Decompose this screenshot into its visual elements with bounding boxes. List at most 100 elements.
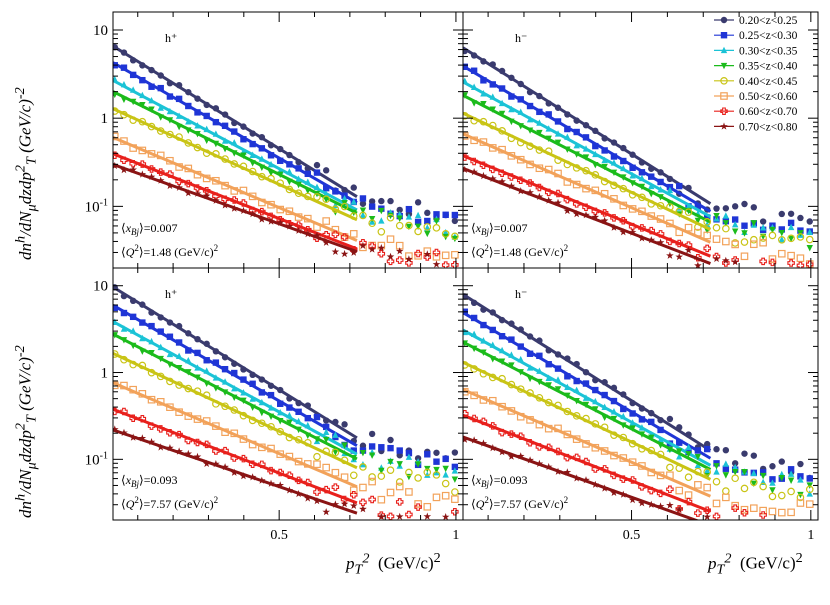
panel-hadron-label: h⁺ — [165, 287, 177, 301]
data-point — [451, 495, 459, 503]
fit-line — [113, 381, 358, 489]
data-point — [731, 474, 739, 483]
data-point — [684, 473, 693, 482]
data-point — [396, 215, 403, 222]
data-point — [703, 512, 711, 520]
data-point — [414, 249, 422, 258]
data-point — [332, 449, 339, 456]
y-tick-label: 1 — [101, 111, 109, 127]
q2-annotation: ⟨Q2⟩=1.48 (GeV/c)2 — [121, 243, 218, 259]
data-point — [778, 226, 785, 233]
data-point — [759, 469, 767, 476]
data-point — [600, 216, 609, 224]
data-point — [731, 463, 739, 471]
data-point — [378, 444, 385, 451]
data-point — [349, 471, 358, 480]
data-point — [157, 104, 164, 111]
data-point — [638, 499, 646, 507]
data-point — [750, 235, 758, 244]
data-point — [694, 453, 702, 461]
data-point — [368, 198, 376, 205]
panel-plot-area — [463, 46, 814, 268]
data-point — [620, 405, 627, 413]
data-point — [414, 252, 422, 260]
data-point — [722, 237, 730, 246]
data-point — [414, 474, 422, 482]
data-point — [712, 512, 721, 520]
xbj-annotation: ⟨xBj⟩=0.007 — [471, 221, 527, 237]
data-point — [322, 463, 330, 472]
data-point — [322, 195, 330, 204]
data-point — [451, 476, 459, 483]
data-point — [202, 191, 211, 200]
data-point — [359, 207, 367, 214]
data-point — [395, 478, 404, 486]
legend-marker — [720, 92, 728, 100]
data-point — [359, 442, 367, 449]
data-point — [442, 465, 449, 473]
panel-1: 10-1 1 10 h⁺ ⟨xBj⟩=0.007 ⟨Q2⟩=1.48 (GeV/c)2 — [85, 11, 464, 269]
data-point — [350, 447, 357, 454]
fit-line — [113, 303, 358, 448]
data-point — [713, 463, 720, 470]
fit-line — [113, 61, 358, 204]
data-point — [368, 203, 376, 210]
data-point — [313, 231, 321, 239]
data-point — [628, 495, 637, 504]
fit-line — [113, 44, 358, 198]
data-point — [405, 255, 413, 263]
data-point — [703, 467, 711, 474]
data-point — [322, 238, 330, 246]
legend-marker — [720, 107, 728, 115]
data-point — [377, 512, 386, 520]
panel-2: h⁻ ⟨xBj⟩=0.007 ⟨Q2⟩=1.48 (GeV/c)2 — [462, 11, 819, 269]
data-point — [249, 380, 256, 387]
x-tick-label: 0.5 — [623, 528, 641, 543]
data-point — [368, 245, 376, 253]
data-point — [787, 223, 795, 231]
panel-hadron-label: h⁻ — [515, 31, 527, 45]
data-point — [712, 235, 721, 243]
data-point — [787, 251, 795, 260]
data-point — [741, 222, 748, 229]
data-point — [193, 452, 202, 460]
data-point — [368, 473, 376, 481]
data-point — [441, 261, 450, 268]
data-point — [414, 461, 422, 468]
data-point — [769, 476, 776, 483]
data-point — [656, 502, 665, 510]
data-point — [322, 508, 330, 516]
data-point — [731, 220, 739, 228]
data-point — [703, 445, 711, 453]
data-point — [441, 251, 450, 260]
data-point — [212, 359, 220, 366]
data-point — [778, 458, 785, 465]
data-point — [387, 458, 394, 466]
data-point — [405, 223, 413, 231]
data-point — [768, 255, 777, 263]
data-point — [377, 472, 386, 480]
data-point — [713, 468, 720, 475]
data-point — [713, 205, 720, 212]
data-point — [768, 231, 777, 240]
data-point — [759, 257, 767, 266]
x-tick-label: 1 — [807, 528, 814, 543]
data-point — [722, 460, 730, 467]
data-point — [750, 204, 758, 211]
fit-line — [113, 163, 358, 254]
data-point — [414, 211, 422, 219]
panel-plot-area — [113, 44, 459, 268]
data-point — [185, 347, 192, 354]
data-point — [231, 369, 238, 377]
data-point — [722, 465, 730, 472]
data-point — [387, 197, 394, 205]
data-point — [759, 218, 767, 225]
legend-marker — [720, 122, 728, 130]
data-point — [563, 468, 572, 476]
data-point — [676, 439, 683, 446]
data-point — [341, 421, 348, 428]
data-point — [769, 226, 776, 234]
data-point — [433, 218, 440, 225]
data-point — [740, 484, 749, 493]
data-point — [331, 500, 340, 508]
